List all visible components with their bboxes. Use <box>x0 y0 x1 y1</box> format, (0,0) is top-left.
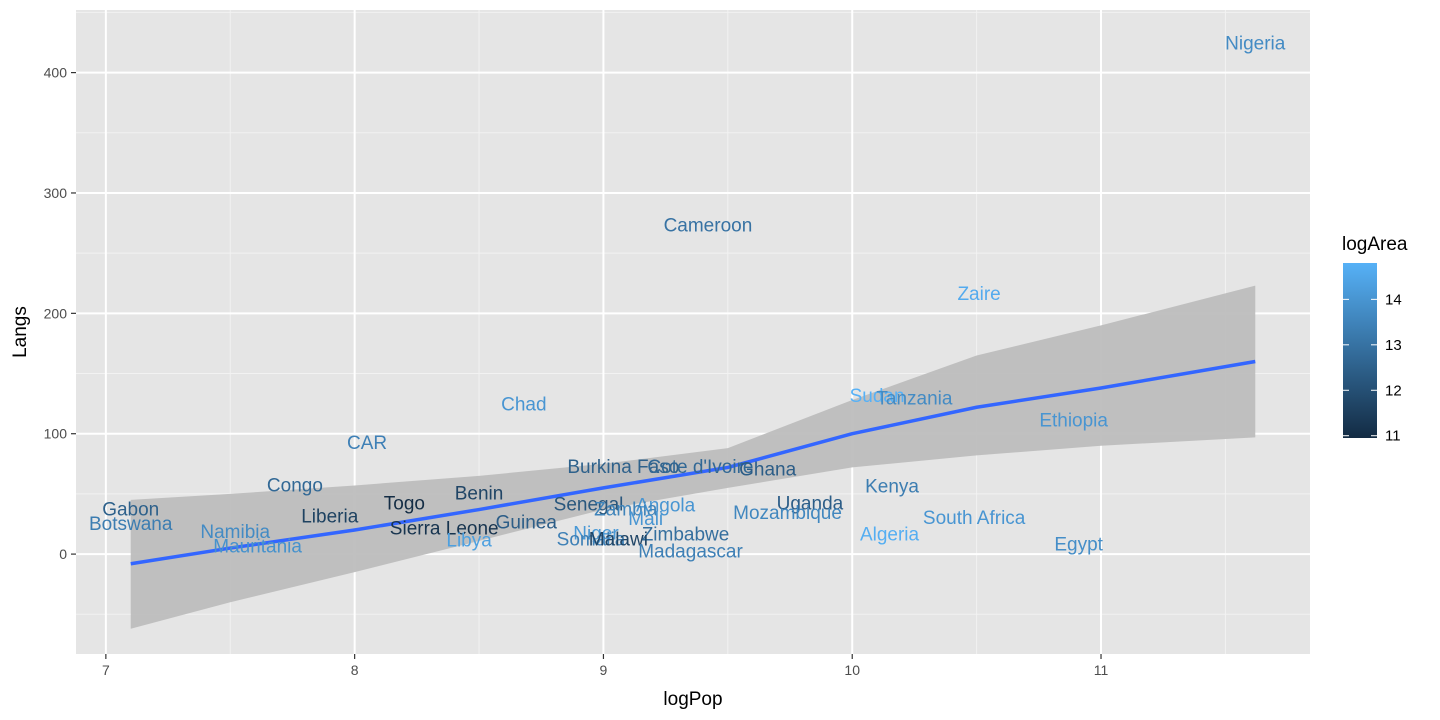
x-tick-label: 11 <box>1094 662 1109 678</box>
point-label: Libya <box>446 531 492 552</box>
grid-minor <box>76 10 1310 654</box>
x-axis: 7 8 9 10 11 <box>102 654 1109 678</box>
point-label: Ghana <box>739 460 796 481</box>
y-axis: 0 100 200 300 400 <box>44 65 76 562</box>
point-label: Guinea <box>496 513 558 534</box>
x-tick-label: 8 <box>351 662 359 678</box>
point-label: Egypt <box>1054 534 1103 555</box>
point-label: Liberia <box>301 507 358 528</box>
grid-major <box>76 10 1310 654</box>
point-label: Sudan <box>850 386 905 407</box>
point-label: Sierra Leone <box>390 519 499 540</box>
point-label: Madagascar <box>638 541 743 562</box>
legend-ticks: 11 12 13 14 <box>1343 291 1402 445</box>
point-label: Uganda <box>777 493 844 514</box>
y-tick-label: 200 <box>44 305 68 321</box>
point-label: Senegal <box>554 495 624 516</box>
legend-tick-label: 13 <box>1385 337 1402 354</box>
legend-tick-label: 11 <box>1385 428 1401 445</box>
point-label: Benin <box>455 484 504 505</box>
point-label: Nigeria <box>1225 34 1286 55</box>
confidence-ribbon-layer <box>130 285 1256 629</box>
legend-title: logArea <box>1342 234 1408 255</box>
point-label: Togo <box>384 493 425 514</box>
point-label: Mauritania <box>213 537 302 558</box>
legend-tick-label: 14 <box>1385 291 1402 308</box>
x-axis-title: logPop <box>663 689 722 710</box>
point-label: Cameroon <box>664 215 753 236</box>
point-label: Namibia <box>200 522 270 543</box>
legend-tick-label: 12 <box>1385 382 1402 399</box>
point-label: Burkina Faso <box>567 457 679 478</box>
point-label: Tanzania <box>876 389 952 410</box>
x-tick-label: 9 <box>600 662 608 678</box>
y-tick-label: 0 <box>59 546 67 562</box>
point-label: Mali <box>628 509 663 530</box>
y-tick-label: 400 <box>44 65 68 81</box>
legend: logArea 11 12 13 14 <box>1342 234 1408 445</box>
x-tick-label: 7 <box>102 662 110 678</box>
point-label: South Africa <box>923 508 1026 529</box>
point-label: Gabon <box>102 499 159 520</box>
point-label: Somalia <box>557 529 626 550</box>
point-label: Kenya <box>865 476 919 497</box>
y-tick-label: 100 <box>44 426 68 442</box>
y-tick-label: 300 <box>44 185 68 201</box>
point-label: Mozambique <box>733 503 842 524</box>
point-label: Niger <box>573 523 619 544</box>
point-label: Congo <box>267 475 323 496</box>
point-label: Zambia <box>594 499 658 520</box>
point-label: Angola <box>636 496 696 517</box>
point-label: Algeria <box>860 525 920 546</box>
point-label: Zaire <box>957 284 1000 305</box>
fit-line-layer <box>130 359 1256 566</box>
point-label: Botswana <box>89 514 173 535</box>
y-axis-title: Langs <box>10 306 31 358</box>
fit-line <box>130 359 1256 566</box>
point-label: Ethiopia <box>1039 410 1108 431</box>
point-label: Malawi <box>589 529 648 550</box>
point-label: Cote d'Ivoire <box>647 457 753 478</box>
legend-colorbar <box>1343 263 1377 438</box>
point-label: Zimbabwe <box>642 525 730 546</box>
point-label: Chad <box>501 395 546 416</box>
x-tick-label: 10 <box>844 662 860 678</box>
point-label: CAR <box>347 433 387 454</box>
confidence-ribbon <box>130 285 1256 629</box>
